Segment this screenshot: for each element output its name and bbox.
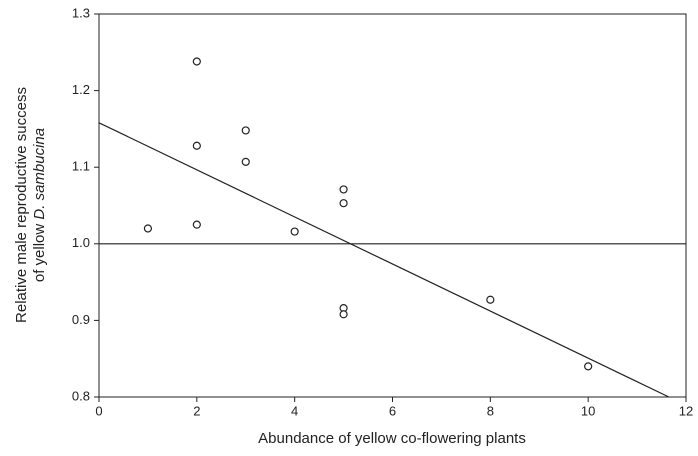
point: [143, 224, 153, 233]
point: [486, 295, 495, 304]
x-tick-label: 4: [291, 403, 298, 418]
point: [192, 57, 201, 66]
x-tick-label: 8: [487, 403, 494, 418]
x-axis-label: Abundance of yellow co-flowering plants: [258, 430, 526, 447]
point: [339, 199, 348, 208]
point: [192, 141, 201, 150]
y-tick-label: 1.2: [72, 82, 90, 97]
y-tick-label: 0.9: [72, 312, 90, 327]
y-tick-label: 1.1: [72, 159, 90, 174]
point: [241, 126, 250, 135]
plot-frame: [98, 13, 687, 398]
point: [290, 227, 299, 236]
fit-line: [98, 122, 670, 398]
x-tick-label: 2: [193, 403, 200, 418]
x-tick-label: 10: [581, 403, 595, 418]
y-axis-label-italic: D. sambucina: [31, 128, 48, 220]
x-tick-label: 6: [389, 403, 396, 418]
point: [584, 362, 593, 371]
y-tick-label: 0.8: [72, 388, 90, 403]
x-tick-label: 12: [679, 403, 693, 418]
point: [339, 185, 348, 194]
y-axis-label-part: of yellow: [31, 224, 48, 283]
y-axis-label: of yellow D. sambucina: [31, 128, 48, 282]
point: [241, 157, 250, 166]
point: [339, 310, 348, 319]
y-axis-label: Relative male reproductive success: [13, 87, 30, 323]
y-tick-label: 1.0: [72, 235, 90, 250]
x-tick-label: 0: [95, 403, 102, 418]
y-tick-label: 1.3: [72, 5, 90, 20]
point: [192, 220, 201, 229]
